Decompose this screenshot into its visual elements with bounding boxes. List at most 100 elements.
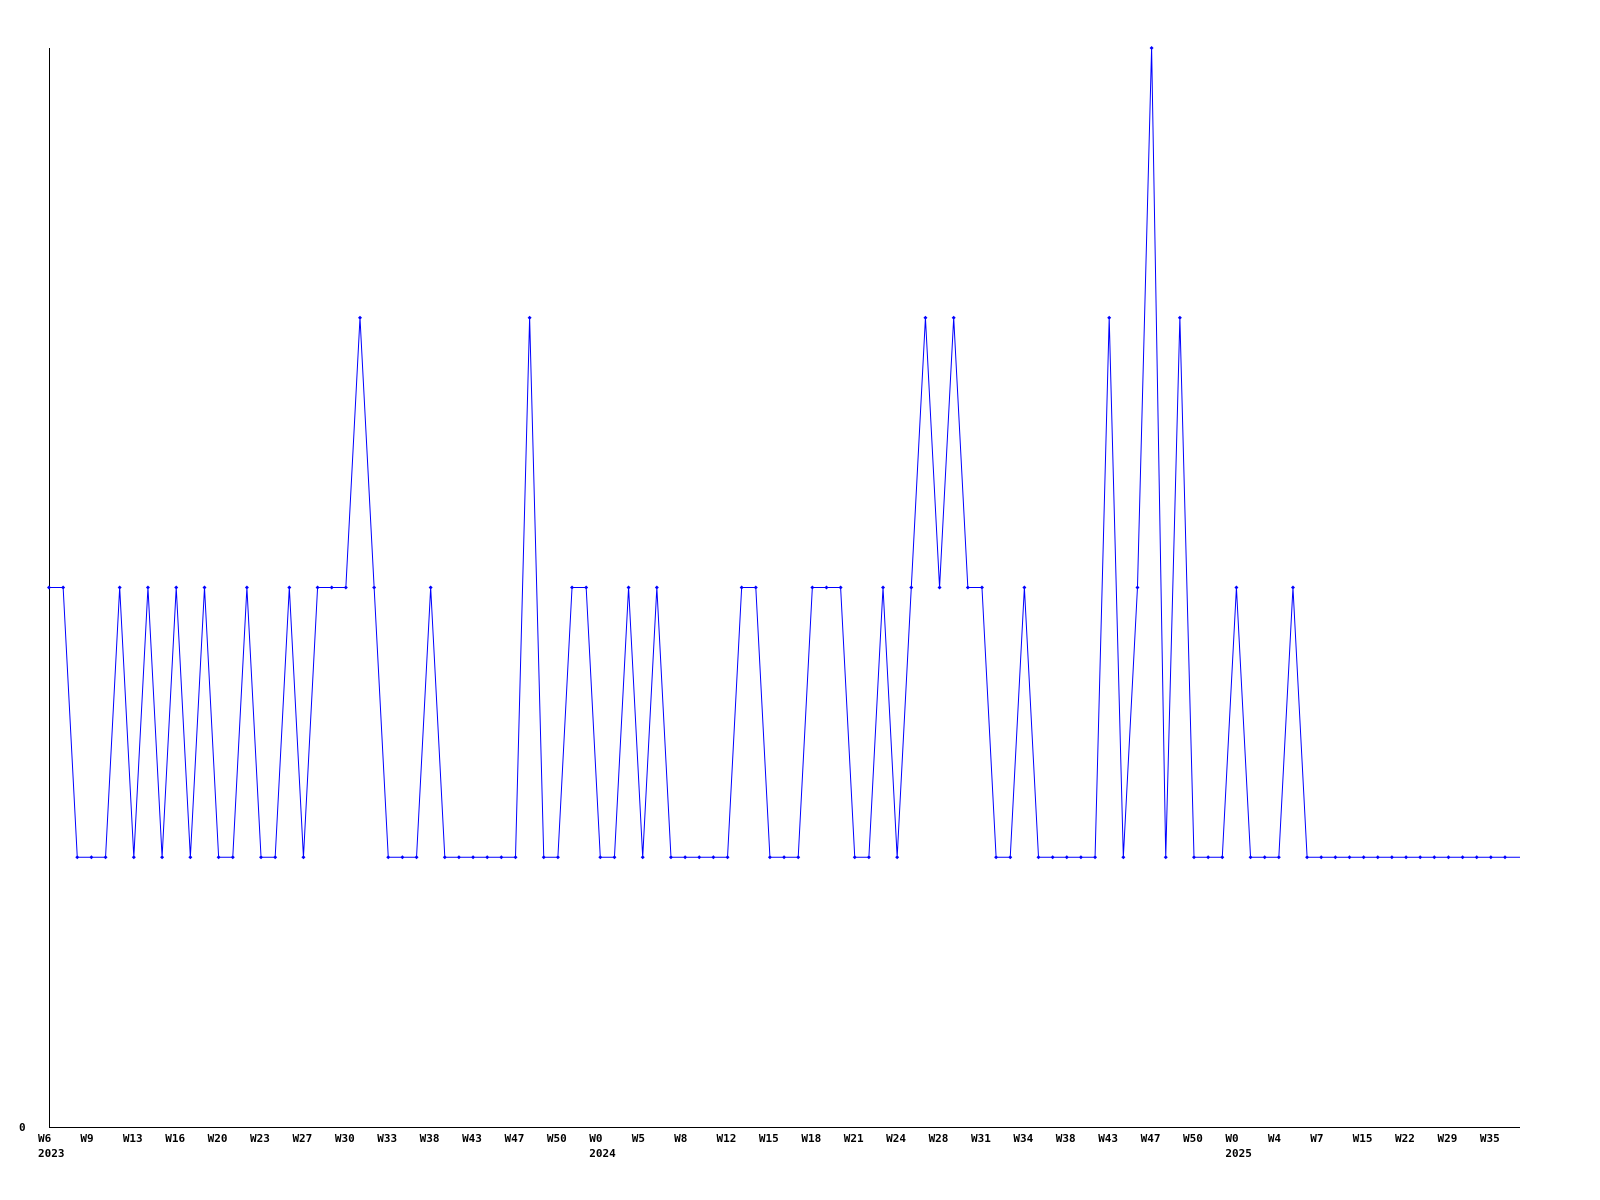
x-tick-label: W13 <box>123 1132 143 1145</box>
data-point <box>287 585 292 590</box>
data-point <box>1234 585 1239 590</box>
data-point <box>1333 855 1338 860</box>
data-point <box>753 585 758 590</box>
data-point <box>47 585 51 590</box>
data-point <box>1163 855 1168 860</box>
data-point <box>1093 855 1098 860</box>
data-point <box>584 585 589 590</box>
data-point <box>810 585 815 590</box>
x-tick-label: W0 <box>589 1132 602 1145</box>
data-point <box>131 855 136 860</box>
x-tick-label: W30 <box>335 1132 355 1145</box>
data-point <box>697 855 702 860</box>
data-point <box>1177 315 1182 320</box>
data-point <box>654 585 659 590</box>
data-point <box>711 855 716 860</box>
data-point <box>117 585 122 590</box>
data-point <box>259 855 264 860</box>
data-point <box>1503 855 1507 860</box>
data-point <box>343 585 348 590</box>
data-point <box>1319 855 1324 860</box>
x-tick-label: W4 <box>1268 1132 1282 1145</box>
x-tick-label: W24 <box>886 1132 906 1145</box>
x-tick-label: W43 <box>462 1132 482 1145</box>
series-line <box>49 47 1520 858</box>
data-point <box>442 855 447 860</box>
x-tick-label: W47 <box>504 1132 524 1145</box>
data-point <box>1022 585 1027 590</box>
x-tick-label: W47 <box>1141 1132 1161 1145</box>
data-point <box>1488 855 1493 860</box>
x-tick-label: W29 <box>1437 1132 1457 1145</box>
x-year-label: 2024 <box>589 1147 616 1160</box>
data-point <box>838 585 843 590</box>
data-point <box>527 315 532 320</box>
data-point <box>499 855 504 860</box>
data-point <box>1107 315 1112 320</box>
x-tick-label: W33 <box>377 1132 397 1145</box>
x-tick-label: W50 <box>1183 1132 1203 1145</box>
data-point <box>1375 855 1380 860</box>
data-point <box>881 585 886 590</box>
x-tick-label: W18 <box>801 1132 821 1145</box>
data-point <box>103 855 108 860</box>
data-point <box>994 855 999 860</box>
data-point <box>1276 855 1281 860</box>
x-tick-label: W22 <box>1395 1132 1415 1145</box>
x-tick-label: W38 <box>420 1132 440 1145</box>
data-point <box>612 855 617 860</box>
data-point <box>315 585 320 590</box>
data-point <box>456 855 461 860</box>
x-tick-label: W9 <box>80 1132 93 1145</box>
data-point <box>1078 855 1083 860</box>
data-point <box>372 585 377 590</box>
data-point <box>1121 855 1126 860</box>
x-tick-label: W15 <box>759 1132 779 1145</box>
x-tick-label: W8 <box>674 1132 687 1145</box>
data-point <box>386 855 391 860</box>
x-tick-label: W34 <box>1013 1132 1033 1145</box>
data-point <box>1149 46 1154 50</box>
data-point <box>1418 855 1423 860</box>
data-point <box>937 585 942 590</box>
x-tick-label: W38 <box>1056 1132 1076 1145</box>
data-point <box>668 855 673 860</box>
data-point <box>1262 855 1267 860</box>
x-tick-label: W20 <box>208 1132 228 1145</box>
x-tick-label: W43 <box>1098 1132 1118 1145</box>
x-tick-label: W28 <box>929 1132 949 1145</box>
data-point <box>626 585 631 590</box>
x-tick-label: W50 <box>547 1132 567 1145</box>
data-point <box>725 855 730 860</box>
data-point <box>1248 855 1253 860</box>
data-point <box>541 855 546 860</box>
y-tick-label-0: 0 <box>19 1121 26 1134</box>
data-point <box>89 855 94 860</box>
x-tick-label: W15 <box>1353 1132 1373 1145</box>
data-point <box>160 855 165 860</box>
x-tick-label: W6 <box>38 1132 52 1145</box>
data-point <box>555 855 560 860</box>
data-point <box>301 855 306 860</box>
x-year-label: 2025 <box>1225 1147 1252 1160</box>
data-point <box>1135 585 1140 590</box>
data-point <box>1008 855 1013 860</box>
data-point <box>739 585 744 590</box>
data-point <box>1220 855 1225 860</box>
data-point <box>471 855 476 860</box>
data-point <box>570 585 575 590</box>
data-point <box>866 855 871 860</box>
data-point <box>1036 855 1041 860</box>
x-year-label: 2023 <box>38 1147 65 1160</box>
data-point <box>145 585 150 590</box>
data-point <box>796 855 801 860</box>
data-point <box>951 315 956 320</box>
data-point <box>1050 855 1055 860</box>
x-tick-label: W16 <box>165 1132 185 1145</box>
data-point <box>909 585 914 590</box>
data-point <box>357 315 362 320</box>
x-tick-label: W27 <box>292 1132 312 1145</box>
data-point <box>923 315 928 320</box>
data-point <box>1361 855 1366 860</box>
